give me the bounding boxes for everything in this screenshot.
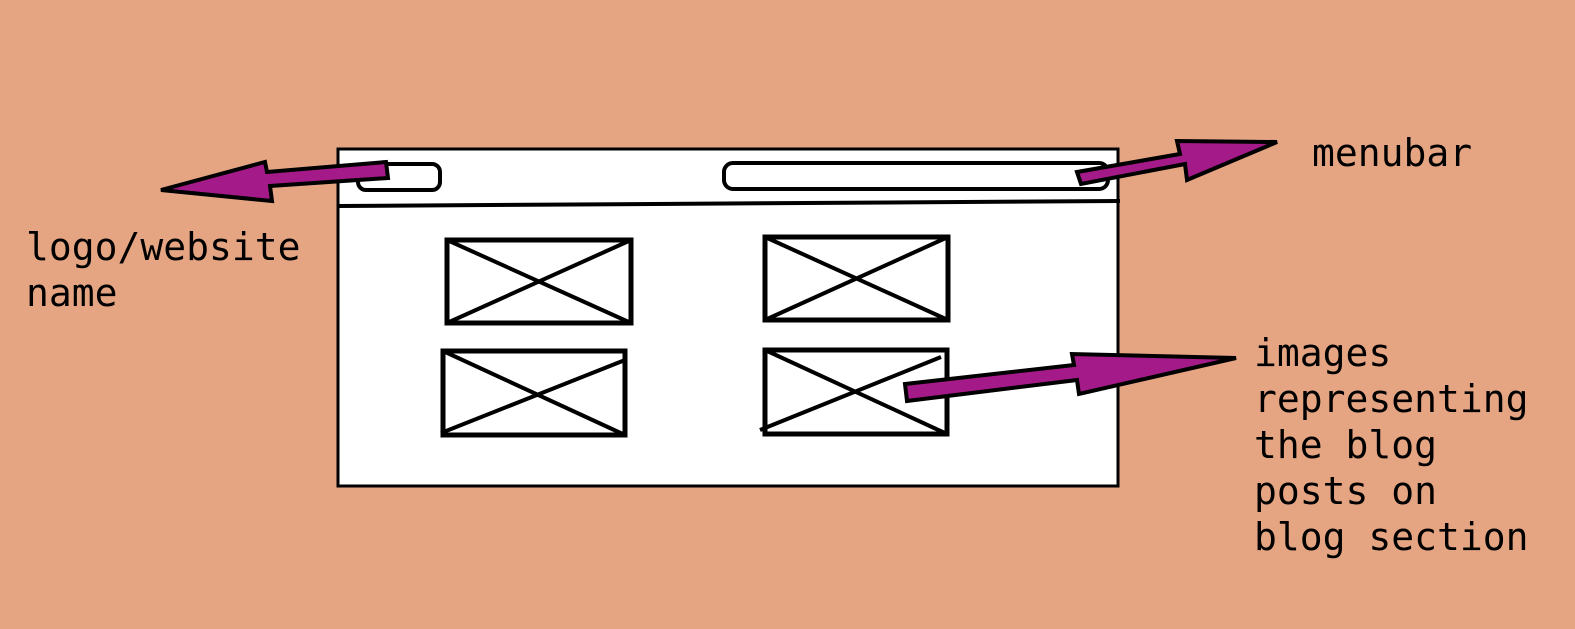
menubar-label-line-1: menubar	[1312, 131, 1473, 175]
images-label-line-2: representing	[1254, 377, 1529, 421]
arrow-to-logo	[160, 159, 391, 204]
crossed-box-icon	[442, 349, 626, 437]
images-label-line-1: images	[1254, 331, 1392, 375]
images-label-line-4: posts on	[1254, 469, 1438, 513]
menubar-placeholder	[722, 161, 1110, 191]
image-placeholder-3	[440, 348, 628, 438]
arrow-to-menubar	[1074, 138, 1278, 187]
image-placeholder-4	[759, 347, 950, 437]
image-placeholder-1	[444, 237, 634, 326]
menubar-label: menubar	[1312, 130, 1472, 176]
header-divider	[337, 199, 1121, 208]
logo-label-line-2: name	[26, 271, 118, 315]
images-label: images representing the blog posts on bl…	[1254, 330, 1529, 560]
logo-label-line-1: logo/website	[26, 225, 301, 269]
logo-label: logo/website name	[26, 224, 301, 316]
images-label-line-3: the blog	[1254, 423, 1438, 467]
image-placeholder-2	[762, 234, 951, 323]
images-label-line-5: blog section	[1254, 515, 1529, 559]
arrow-to-images	[902, 351, 1237, 404]
